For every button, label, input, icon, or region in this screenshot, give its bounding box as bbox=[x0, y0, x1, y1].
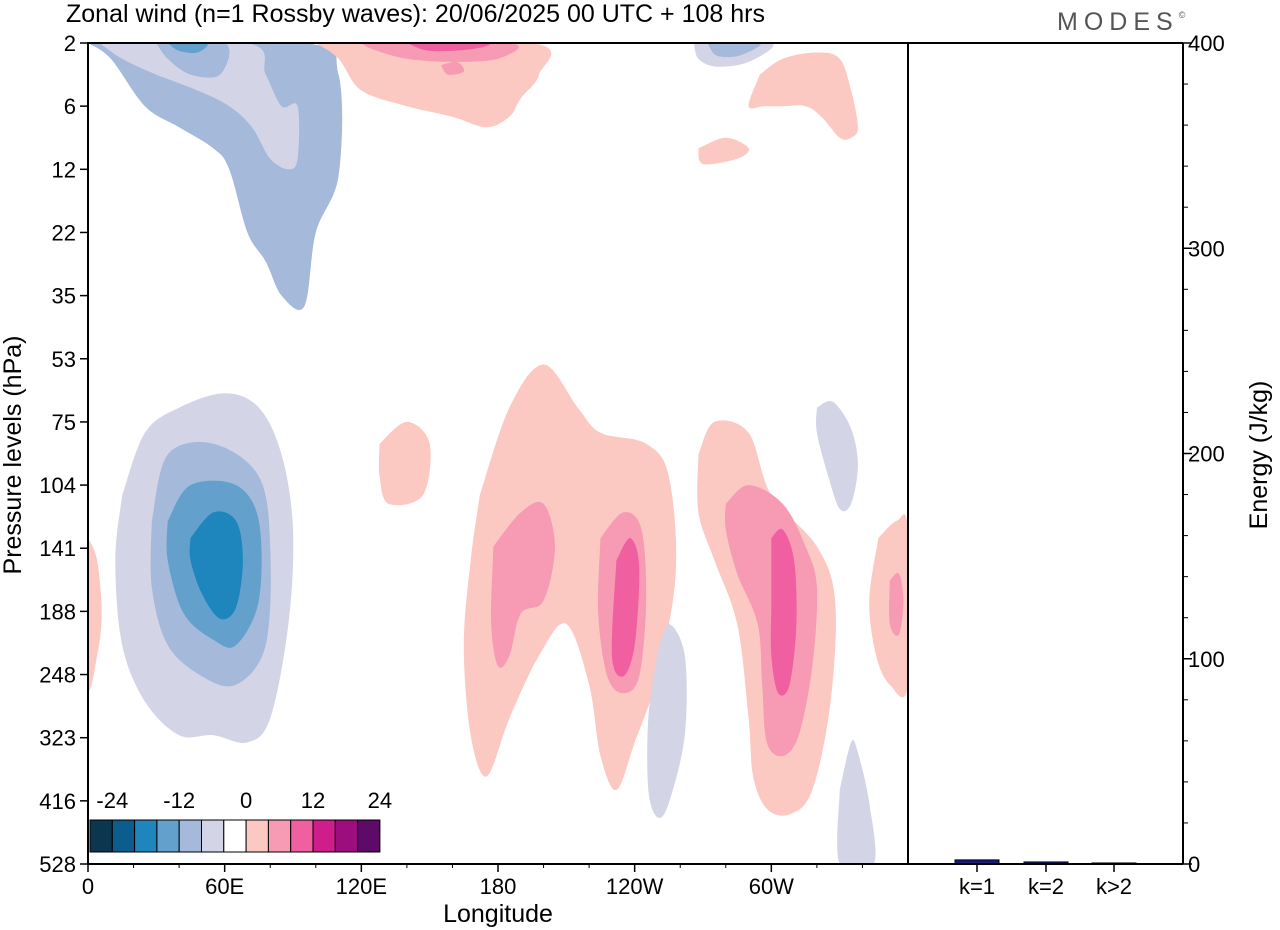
contour-region bbox=[869, 514, 908, 698]
brand-mark: © bbox=[1178, 10, 1186, 20]
chart-title: Zonal wind (n=1 Rossby waves): 20/06/202… bbox=[66, 0, 765, 28]
colorbar-swatch bbox=[156, 819, 180, 853]
colorbar-label: -12 bbox=[163, 788, 195, 813]
y-tick-label: 12 bbox=[52, 157, 76, 182]
contour-region bbox=[156, 43, 230, 78]
y-tick-label: 75 bbox=[52, 410, 76, 435]
y-tick-label: 6 bbox=[64, 94, 76, 119]
bar-category-label: k>2 bbox=[1096, 874, 1132, 899]
colorbar-swatch bbox=[357, 819, 381, 853]
x-tick-label: 60W bbox=[749, 874, 794, 899]
contour-region bbox=[491, 501, 555, 668]
energy-tick-label: 100 bbox=[1188, 647, 1225, 672]
contour-layer bbox=[88, 43, 908, 864]
colorbar-swatch bbox=[267, 819, 292, 853]
contour-region bbox=[378, 421, 431, 506]
y-tick-label: 22 bbox=[52, 220, 76, 245]
colorbar-label: 12 bbox=[301, 788, 325, 813]
colorbar-swatch bbox=[290, 819, 314, 853]
contour-region bbox=[189, 511, 243, 620]
energy-tick-label: 300 bbox=[1188, 236, 1225, 261]
y-tick-label: 188 bbox=[39, 599, 76, 624]
colorbar-label: -24 bbox=[96, 788, 128, 813]
bar-category-label: k=2 bbox=[1028, 874, 1064, 899]
colorbar-swatch bbox=[89, 819, 113, 853]
x-axis-label: Longitude bbox=[443, 900, 553, 928]
contour-region bbox=[647, 623, 687, 818]
energy-axis-label: Energy (J/kg) bbox=[1245, 381, 1273, 530]
bar-category-label: k=1 bbox=[959, 874, 995, 899]
y-tick-label: 528 bbox=[39, 852, 76, 877]
energy-tick-label: 0 bbox=[1188, 852, 1200, 877]
y-tick-label: 104 bbox=[39, 473, 76, 498]
contour-region bbox=[99, 43, 300, 170]
contour-region bbox=[698, 137, 749, 165]
contour-region bbox=[88, 538, 102, 691]
contour-region bbox=[837, 739, 876, 864]
contour-region bbox=[748, 52, 858, 140]
contour-region bbox=[816, 400, 858, 512]
colorbar-swatch bbox=[201, 819, 225, 853]
colorbar-swatch bbox=[134, 819, 158, 853]
y-tick-label: 248 bbox=[39, 663, 76, 688]
y-tick-label: 53 bbox=[52, 347, 76, 372]
x-tick-label: 120E bbox=[336, 874, 387, 899]
contour-region bbox=[889, 573, 904, 636]
y-tick-label: 141 bbox=[39, 536, 76, 561]
brand-text: MODES bbox=[1057, 8, 1179, 36]
contour-region bbox=[167, 43, 208, 54]
x-tick-label: 0 bbox=[82, 874, 94, 899]
colorbar-label: 24 bbox=[368, 788, 392, 813]
contour-region bbox=[315, 43, 551, 128]
colorbar-swatch bbox=[111, 819, 136, 853]
colorbar-swatch bbox=[312, 819, 336, 853]
colorbar-swatch bbox=[334, 819, 359, 853]
colorbar-swatch bbox=[245, 819, 269, 853]
plot-frame bbox=[87, 42, 909, 865]
y-tick-label: 323 bbox=[39, 726, 76, 751]
y-tick-label: 2 bbox=[64, 31, 76, 56]
energy-tick-label: 200 bbox=[1188, 442, 1225, 467]
colorbar-swatch bbox=[178, 819, 202, 853]
contour-region bbox=[707, 43, 761, 58]
brand-logo: MODES© bbox=[1057, 8, 1185, 37]
x-tick-label: 120W bbox=[606, 874, 664, 899]
colorbar-label: 0 bbox=[240, 788, 252, 813]
y-axis-label: Pressure levels (hPa) bbox=[0, 336, 27, 575]
contour-region bbox=[441, 61, 465, 75]
colorbar-swatch bbox=[223, 819, 247, 853]
contour-region bbox=[611, 537, 640, 677]
x-tick-label: 60E bbox=[205, 874, 244, 899]
energy-tick-label: 400 bbox=[1188, 31, 1225, 56]
contour-region bbox=[770, 528, 797, 696]
x-tick-label: 180 bbox=[480, 874, 517, 899]
y-tick-label: 35 bbox=[52, 284, 76, 309]
colorbar: -24 -12 0 12 24 bbox=[89, 788, 392, 853]
y-tick-label: 416 bbox=[39, 789, 76, 814]
contour-region bbox=[406, 43, 490, 52]
